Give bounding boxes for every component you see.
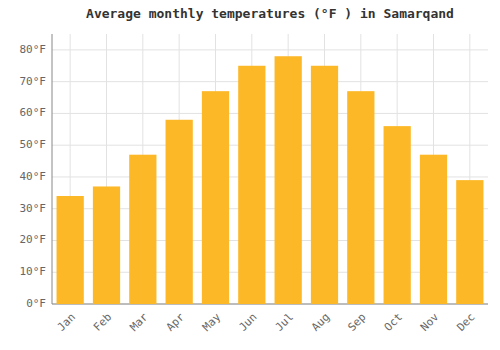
bar [93, 186, 120, 304]
y-tick-label: 0°F [26, 297, 46, 310]
y-tick-label: 80°F [20, 43, 47, 56]
grid [52, 34, 488, 304]
bar [202, 91, 229, 304]
y-tick-label: 20°F [20, 233, 47, 246]
y-grid-line [52, 49, 488, 50]
bar [347, 91, 374, 304]
y-tick-label: 50°F [20, 138, 47, 151]
title: Average monthly temperatures (°F ) in Sa… [86, 6, 454, 21]
bar [166, 120, 193, 304]
bar [420, 155, 447, 304]
y-tick-label: 10°F [20, 265, 47, 278]
y-grid-line [52, 81, 488, 82]
y-axis-line [52, 34, 53, 304]
axes: 0°F 10°F 20°F 30°F 40°F 50°F 60°F 70°F 80°F Jan Fe… [20, 34, 489, 334]
bar [57, 196, 84, 304]
x-tick-label: Jul [273, 311, 296, 334]
chart-container: 0°F 10°F 20°F 30°F 40°F 50°F 60°F 70°F 80°F Jan Fe… [0, 0, 500, 350]
y-tick-label: 40°F [20, 170, 47, 183]
y-tick-label: 70°F [20, 75, 47, 88]
x-tick-label: Jan [55, 311, 78, 334]
x-tick-label: Oct [382, 311, 405, 334]
chart: 0°F 10°F 20°F 30°F 40°F 50°F 60°F 70°F 80°F Jan Fe… [0, 0, 500, 350]
x-tick-label: Aug [309, 311, 332, 334]
x-tick-label: Dec [454, 311, 477, 334]
y-tick-label: 30°F [20, 202, 47, 215]
y-tick-label: 60°F [20, 106, 47, 119]
bar [311, 66, 338, 304]
x-tick-label: Feb [91, 311, 114, 334]
bars [57, 56, 484, 304]
y-grid-line [52, 113, 488, 114]
y-grid-line [52, 145, 488, 146]
x-tick-label: Mar [127, 310, 151, 334]
bar [456, 180, 483, 304]
bar [238, 66, 265, 304]
x-tick-label: Jun [236, 311, 259, 334]
x-tick-label: Nov [418, 310, 442, 334]
x-tick-label: Apr [164, 310, 188, 334]
bar [384, 126, 411, 304]
bar [129, 155, 156, 304]
x-tick-label: May [200, 310, 224, 334]
bar [275, 56, 302, 304]
x-tick-label: Sep [345, 311, 368, 334]
